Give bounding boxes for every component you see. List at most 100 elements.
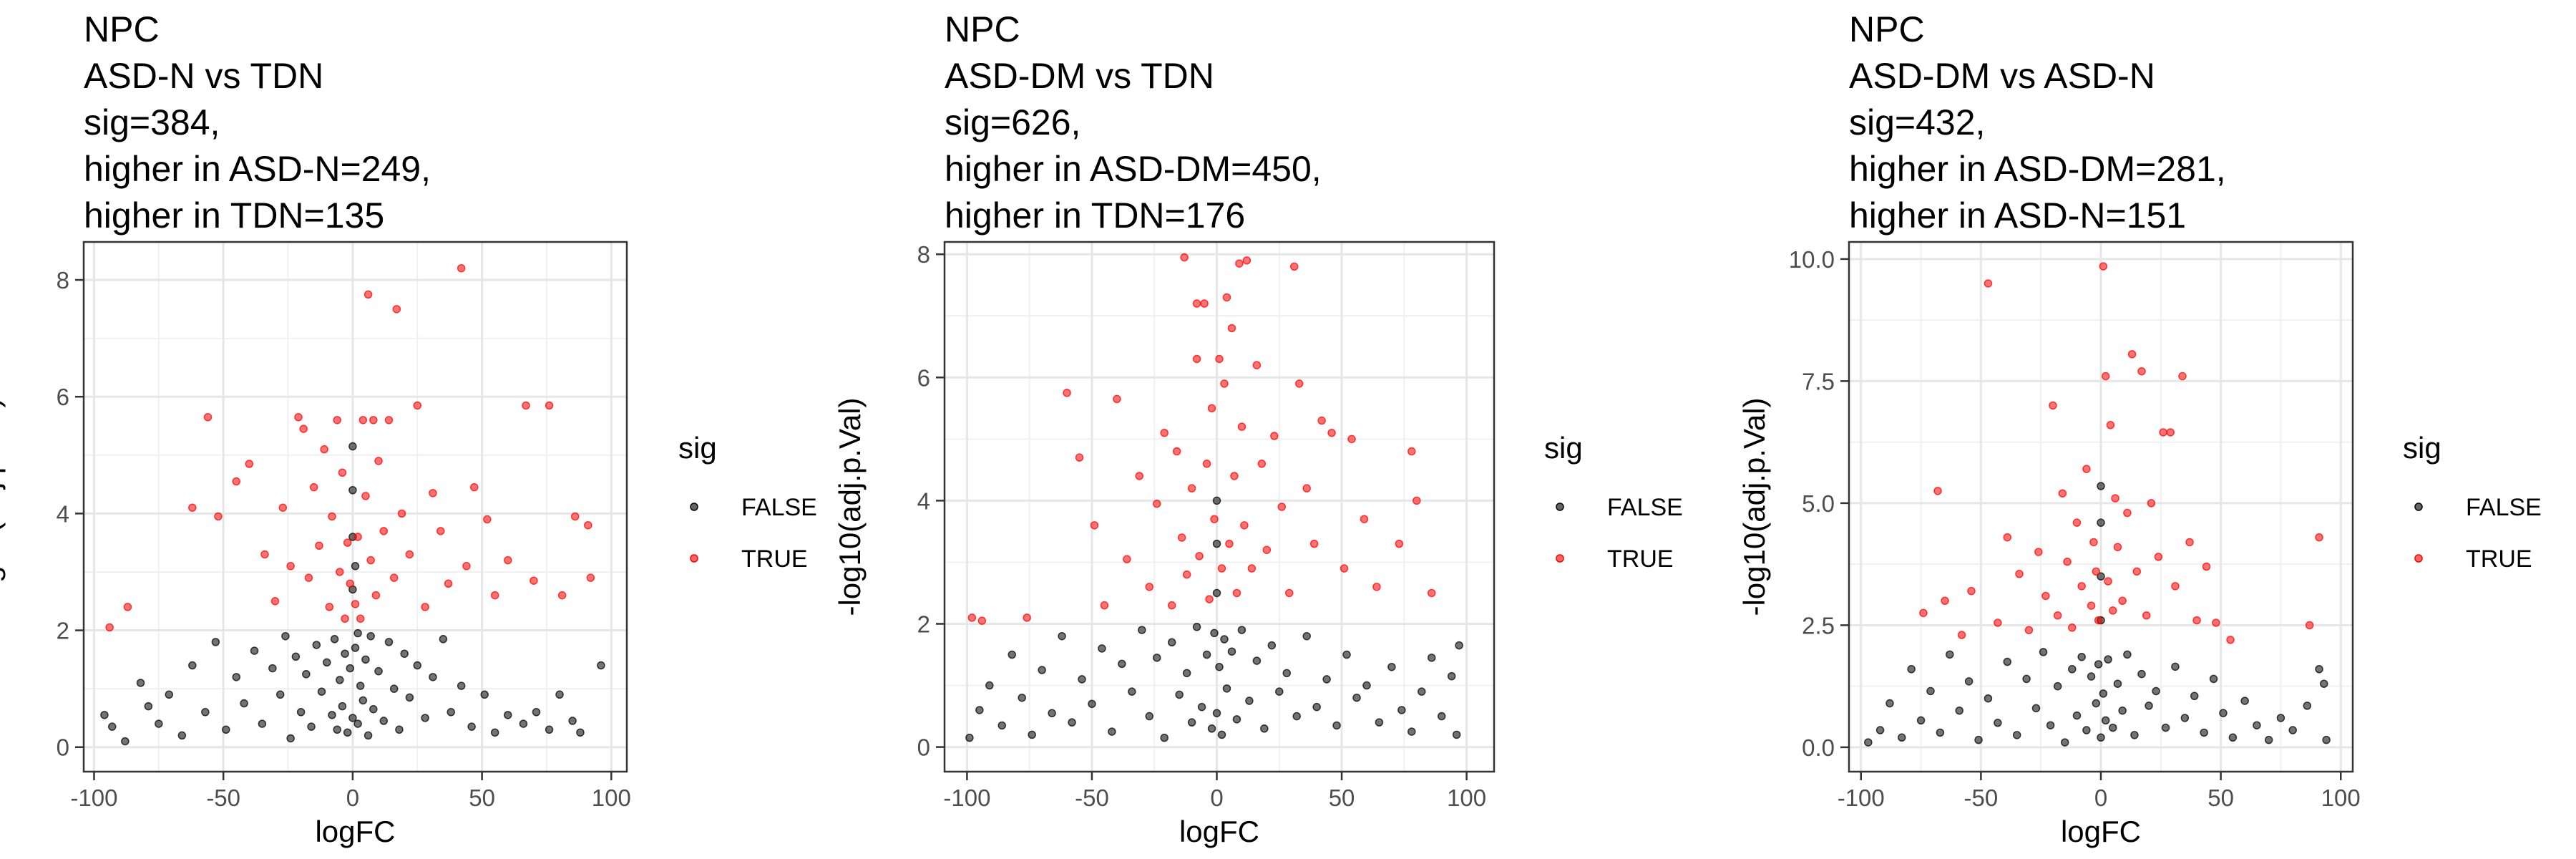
data-point-false (1964, 677, 1974, 686)
x-axis-label: logFC (315, 815, 395, 848)
data-point-true (1994, 618, 2002, 627)
data-point-true (2092, 567, 2101, 576)
x-tick-label: 100 (592, 785, 631, 811)
data-point-false (545, 725, 554, 734)
data-point-false (2101, 716, 2110, 725)
data-point-false (222, 725, 230, 734)
data-point-true (1152, 499, 1161, 508)
data-point-true (270, 597, 280, 606)
data-point-true (2063, 557, 2072, 566)
data-point-false (317, 687, 326, 696)
data-point-true (1182, 570, 1191, 579)
data-point-true (2142, 611, 2151, 620)
legend-key-true (2414, 554, 2423, 563)
data-point-false (2288, 726, 2297, 734)
data-point-false (421, 714, 429, 722)
data-point-false (1955, 706, 1963, 715)
data-point-false (1182, 669, 1191, 678)
data-point-true (2137, 367, 2146, 376)
data-point-true (397, 509, 406, 518)
data-point-false (2072, 711, 2082, 720)
data-point-false (1946, 650, 1954, 659)
data-point-false (1362, 681, 1371, 690)
legend: sig FALSE TRUE (2403, 431, 2542, 573)
x-tick-label: 50 (2207, 785, 2234, 811)
data-point-true (977, 616, 987, 625)
data-point-true (2058, 489, 2067, 498)
data-point-false (348, 485, 357, 495)
data-point-false (1212, 709, 1221, 718)
chart-title-line: NPC (1849, 9, 1925, 49)
data-point-false (1108, 727, 1116, 736)
data-point-false (333, 725, 341, 734)
legend-label-false: FALSE (741, 494, 817, 521)
legend-label-false: FALSE (1607, 494, 1683, 521)
data-point-false (1916, 716, 1926, 725)
data-point-true (586, 573, 595, 582)
data-point-false (1447, 671, 1456, 681)
data-point-true (1360, 515, 1369, 523)
data-point-false (1232, 715, 1241, 724)
data-point-true (1232, 588, 1241, 598)
chart-title-line: higher in ASD-DM=450, (945, 149, 1322, 189)
data-point-false (353, 719, 362, 728)
x-tick-label: -50 (1075, 785, 1109, 811)
data-point-false (1008, 650, 1017, 659)
chart-title-line: sig=432, (1849, 102, 1985, 142)
data-point-true (1207, 404, 1216, 413)
data-point-false (2145, 702, 2153, 710)
data-point-false (2012, 731, 2021, 739)
data-point-false (1038, 666, 1046, 674)
legend: sig FALSE TRUE (1544, 431, 1683, 573)
data-point-true (503, 555, 512, 565)
x-tick-label: 50 (469, 785, 495, 811)
data-point-true (1270, 432, 1279, 440)
data-point-false (1048, 709, 1056, 718)
data-point-true (413, 401, 421, 410)
data-point-true (1135, 472, 1144, 480)
data-point-false (1058, 631, 1066, 641)
data-point-false (1018, 693, 1026, 702)
data-point-true (584, 520, 592, 530)
y-tick-label: 6 (57, 384, 69, 410)
data-point-false (1352, 693, 1361, 702)
data-point-true (320, 445, 328, 454)
data-point-false (975, 706, 984, 714)
data-point-true (1217, 564, 1226, 573)
data-point-true (1220, 379, 1229, 388)
data-point-false (2303, 702, 2312, 710)
data-point-false (2264, 735, 2273, 744)
data-point-true (436, 527, 445, 535)
data-point-false (2190, 691, 2199, 701)
data-point-true (421, 603, 429, 611)
panel-border (82, 241, 628, 773)
data-point-true (2315, 533, 2323, 542)
data-point-true (309, 482, 318, 492)
data-point-false (353, 629, 362, 638)
y-tick-label: 0.0 (1802, 734, 1835, 761)
y-axis-label: -log10(adj.p.Val) (1737, 397, 1771, 616)
data-point-true (967, 613, 977, 622)
y-axis-label: -log10(adj.p.Val) (833, 397, 867, 616)
data-point-false (2104, 655, 2112, 664)
data-point-false (2097, 733, 2105, 742)
data-point-false (351, 644, 360, 652)
data-point-true (1075, 453, 1084, 462)
data-point-false (330, 635, 339, 644)
data-point-false (2315, 665, 2323, 674)
data-point-true (1919, 608, 1928, 618)
data-point-false (2113, 679, 2122, 688)
data-point-true (2068, 623, 2077, 632)
data-point-false (338, 702, 347, 711)
data-point-true (545, 401, 554, 410)
chart-title-line: higher in TDN=176 (945, 195, 1245, 236)
data-point-true (351, 600, 360, 608)
data-point-true (1372, 583, 1381, 591)
legend-label-true: TRUE (2466, 545, 2532, 573)
data-point-true (429, 489, 437, 498)
data-point-false (1088, 699, 1096, 709)
data-point-false (447, 708, 455, 717)
data-point-true (2034, 548, 2043, 556)
data-point-true (1192, 299, 1201, 308)
